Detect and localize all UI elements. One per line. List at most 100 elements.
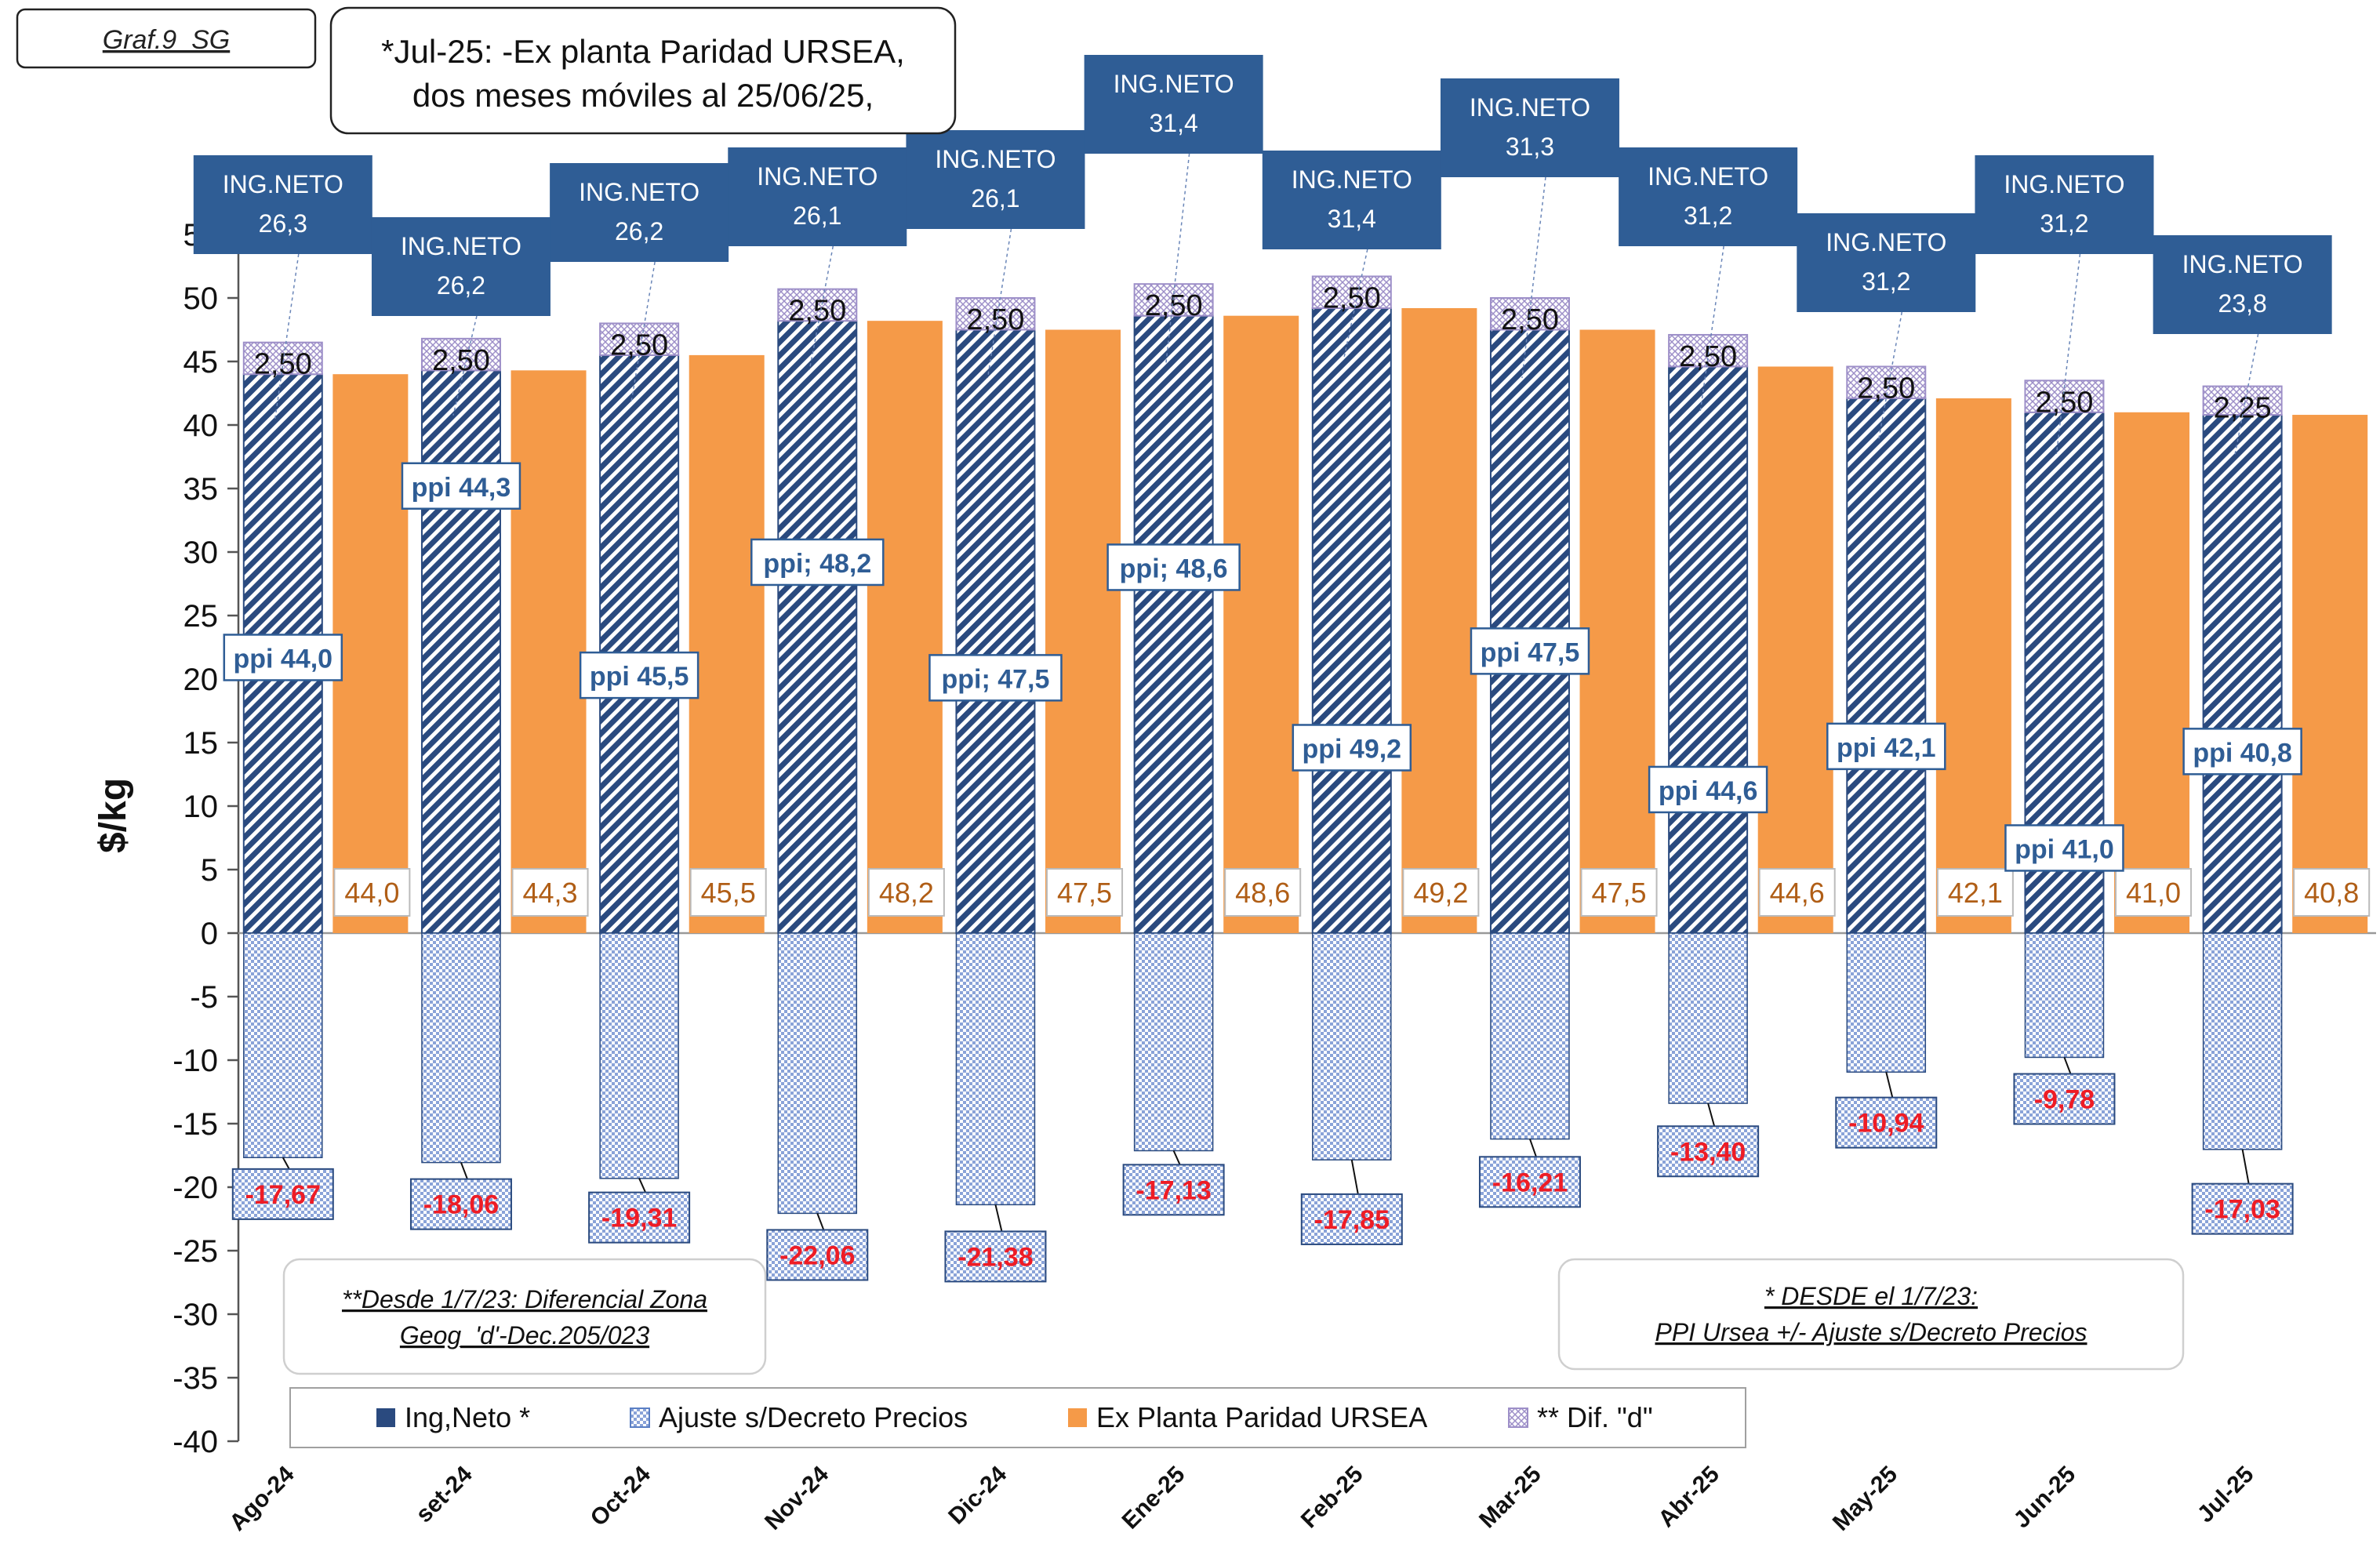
bar-ing-neto xyxy=(1313,308,1391,933)
ursea-value-label: 41,0 xyxy=(2126,877,2181,909)
bar-ursea xyxy=(1580,330,1655,934)
y-tick-label: 50 xyxy=(183,282,219,316)
note-left-line-2: Geog_'d'-Dec.205/023 xyxy=(400,1321,649,1349)
ajuste-leader-line xyxy=(283,1157,289,1169)
bar-ursea xyxy=(867,321,943,933)
ing-neto-label-title: ING.NETO xyxy=(1648,162,1768,191)
bar-ajuste xyxy=(422,933,500,1163)
note-right-line-1: * DESDE el 1/7/23: xyxy=(1764,1282,1978,1310)
ing-neto-label-value: 31,2 xyxy=(1862,267,1910,296)
bar-ursea xyxy=(1045,330,1121,934)
ing-neto-label-title: ING.NETO xyxy=(1114,70,1234,98)
ajuste-value-label: -21,38 xyxy=(957,1242,1033,1272)
dif-value-label: 2,50 xyxy=(254,348,312,381)
dif-value-label: 2,50 xyxy=(1323,282,1381,314)
ajuste-leader-line xyxy=(2243,1150,2249,1184)
x-tick-label: Dic-24 xyxy=(943,1461,1012,1529)
ursea-value-label: 45,5 xyxy=(701,877,756,909)
bar-ing-neto xyxy=(1669,366,1747,933)
legend-item-ursea: Ex Planta Paridad URSEA xyxy=(1068,1401,1427,1433)
y-tick-label: 5 xyxy=(201,853,218,888)
ing-neto-label-title: ING.NETO xyxy=(1292,165,1412,194)
y-tick-label: -20 xyxy=(173,1171,218,1205)
chart-tag-text: Graf.9_SG xyxy=(103,25,231,55)
ing-neto-label-value: 31,3 xyxy=(1506,133,1554,161)
ppi-value-label: ppi 42,1 xyxy=(1837,733,1936,763)
note-left-line-1: **Desde 1/7/23: Diferencial Zona xyxy=(342,1285,707,1313)
ing-neto-label-title: ING.NETO xyxy=(579,178,699,206)
bar-ursea xyxy=(689,355,765,933)
y-tick-label: 15 xyxy=(183,726,219,761)
legend-item-ajuste: Ajuste s/Decreto Precios xyxy=(630,1401,968,1433)
ajuste-value-label: -17,67 xyxy=(245,1180,321,1210)
chart-svg: -40-35-30-25-20-15-10-505101520253035404… xyxy=(0,0,2380,1551)
legend-label-ursea: Ex Planta Paridad URSEA xyxy=(1096,1401,1427,1433)
ajuste-leader-line xyxy=(1174,1151,1180,1165)
ppi-value-label: ppi 41,0 xyxy=(2015,834,2114,864)
y-axis-label: $/kg xyxy=(93,778,134,853)
bar-ursea xyxy=(2292,415,2367,933)
ursea-value-label: 44,6 xyxy=(1770,877,1825,909)
ing-neto-label-value: 23,8 xyxy=(2218,289,2266,318)
bar-ajuste xyxy=(244,933,322,1157)
bar-ing-neto xyxy=(2204,415,2282,933)
y-tick-label: 0 xyxy=(201,917,218,951)
y-tick-label: 35 xyxy=(183,472,219,507)
ursea-value-label: 40,8 xyxy=(2304,877,2359,909)
note-left: **Desde 1/7/23: Diferencial Zona Geog_'d… xyxy=(284,1259,765,1374)
ajuste-leader-line xyxy=(461,1163,467,1179)
chart-tag: Graf.9_SG xyxy=(17,9,315,67)
ajuste-value-label: -17,13 xyxy=(1135,1175,1211,1205)
dif-value-label: 2,50 xyxy=(1679,340,1737,373)
bar-ing-neto xyxy=(1135,316,1213,933)
y-tick-label: 45 xyxy=(183,345,219,380)
ajuste-leader-line xyxy=(1886,1072,1892,1097)
bar-ing-neto xyxy=(422,370,500,933)
ajuste-leader-line xyxy=(639,1179,645,1193)
x-tick-label: Jun-25 xyxy=(2009,1462,2081,1534)
y-tick-label: -15 xyxy=(173,1107,218,1142)
ajuste-value-label: -17,85 xyxy=(1314,1205,1390,1235)
x-tick-label: Feb-25 xyxy=(1296,1462,1368,1534)
ursea-value-label: 42,1 xyxy=(1948,877,2003,909)
dif-value-label: 2,25 xyxy=(2214,392,2272,425)
x-tick-label: Abr-25 xyxy=(1653,1462,1724,1533)
y-tick-label: -25 xyxy=(173,1234,218,1269)
bar-ajuste xyxy=(1491,933,1569,1139)
x-tick-label: Mar-25 xyxy=(1474,1462,1546,1534)
ing-neto-label-value: 26,2 xyxy=(615,217,663,245)
bar-ajuste xyxy=(1135,933,1213,1151)
bar-ajuste xyxy=(2204,933,2282,1150)
ursea-value-label: 49,2 xyxy=(1413,877,1468,909)
bar-ursea xyxy=(2114,412,2189,933)
ing-neto-label-value: 26,3 xyxy=(259,209,307,238)
note-right: * DESDE el 1/7/23: PPI Ursea +/- Ajuste … xyxy=(1559,1259,2183,1369)
bar-ajuste xyxy=(956,933,1034,1204)
bar-ajuste xyxy=(778,933,856,1213)
bar-ursea xyxy=(1758,366,1833,933)
bar-ajuste xyxy=(2025,933,2103,1057)
top-note-line-1: *Jul-25: -Ex planta Paridad URSEA, xyxy=(381,33,905,70)
bar-ajuste xyxy=(1313,933,1391,1160)
legend-label-ing-neto: Ing,Neto * xyxy=(405,1401,530,1433)
y-tick-label: 30 xyxy=(183,536,219,570)
ajuste-leader-line xyxy=(995,1204,1001,1231)
ajuste-value-label: -22,06 xyxy=(779,1240,855,1270)
ajuste-leader-line xyxy=(1352,1160,1358,1194)
ing-neto-label-title: ING.NETO xyxy=(2004,170,2124,198)
ing-neto-label-title: ING.NETO xyxy=(1470,93,1590,122)
dif-value-label: 2,50 xyxy=(966,303,1024,336)
ajuste-value-label: -18,06 xyxy=(423,1190,499,1220)
note-right-line-2: PPI Ursea +/- Ajuste s/Decreto Precios xyxy=(1655,1318,2087,1346)
dif-value-label: 2,50 xyxy=(432,344,490,377)
ing-neto-label-title: ING.NETO xyxy=(2182,250,2303,278)
ajuste-leader-line xyxy=(817,1213,823,1230)
ppi-value-label: ppi 44,0 xyxy=(233,644,332,674)
bar-ajuste xyxy=(1669,933,1747,1103)
dif-value-label: 2,50 xyxy=(788,295,846,328)
y-tick-label: 40 xyxy=(183,409,219,443)
ppi-value-label: ppi 49,2 xyxy=(1302,734,1401,764)
dif-value-label: 2,50 xyxy=(2035,386,2093,419)
y-tick-label: 20 xyxy=(183,663,219,697)
bar-ing-neto xyxy=(778,321,856,933)
